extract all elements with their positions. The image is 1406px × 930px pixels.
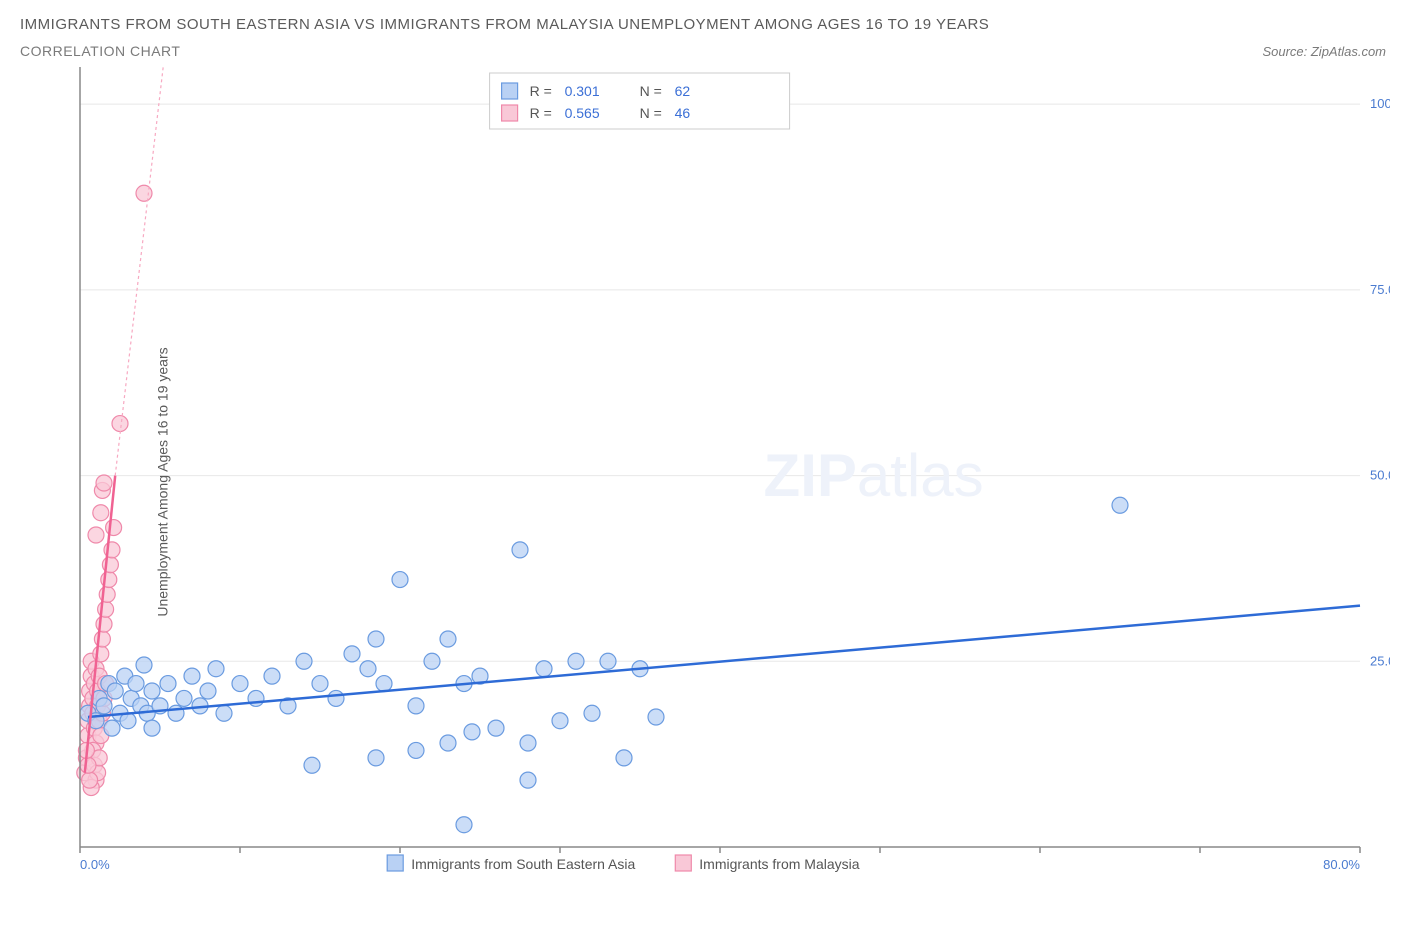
point-malaysia bbox=[82, 772, 98, 788]
point-se-asia bbox=[208, 661, 224, 677]
source-label: Source: ZipAtlas.com bbox=[1262, 44, 1386, 59]
point-se-asia bbox=[128, 676, 144, 692]
point-malaysia bbox=[106, 520, 122, 536]
point-se-asia bbox=[184, 668, 200, 684]
point-se-asia bbox=[248, 690, 264, 706]
point-se-asia bbox=[296, 653, 312, 669]
bottom-legend-swatch bbox=[387, 855, 403, 871]
point-se-asia bbox=[304, 757, 320, 773]
point-se-asia bbox=[536, 661, 552, 677]
x-tick-label: 80.0% bbox=[1323, 857, 1360, 872]
point-se-asia bbox=[456, 817, 472, 833]
point-se-asia bbox=[144, 720, 160, 736]
subtitle-row: CORRELATION CHART Source: ZipAtlas.com bbox=[20, 43, 1386, 59]
bottom-legend-swatch bbox=[675, 855, 691, 871]
legend-swatch bbox=[502, 83, 518, 99]
point-se-asia bbox=[440, 631, 456, 647]
legend-r-value: 0.301 bbox=[565, 83, 600, 99]
point-se-asia bbox=[368, 750, 384, 766]
y-tick-label: 100.0% bbox=[1370, 96, 1390, 111]
legend-n-value: 46 bbox=[675, 105, 691, 121]
point-se-asia bbox=[440, 735, 456, 751]
point-se-asia bbox=[488, 720, 504, 736]
y-axis-label: Unemployment Among Ages 16 to 19 years bbox=[155, 347, 171, 616]
point-se-asia bbox=[232, 676, 248, 692]
point-malaysia bbox=[96, 475, 112, 491]
y-tick-label: 50.0% bbox=[1370, 468, 1390, 483]
point-se-asia bbox=[552, 713, 568, 729]
point-se-asia bbox=[408, 698, 424, 714]
point-se-asia bbox=[1112, 497, 1128, 513]
point-se-asia bbox=[584, 705, 600, 721]
point-se-asia bbox=[144, 683, 160, 699]
legend-r-label: R = bbox=[530, 105, 552, 121]
point-se-asia bbox=[520, 772, 536, 788]
legend-r-label: R = bbox=[530, 83, 552, 99]
point-malaysia bbox=[88, 527, 104, 543]
point-se-asia bbox=[176, 690, 192, 706]
point-se-asia bbox=[392, 572, 408, 588]
legend-n-label: N = bbox=[640, 105, 662, 121]
point-malaysia bbox=[93, 505, 109, 521]
scatter-chart: 25.0% 50.0% 75.0% 100.0% ZIPatlas 0.0% 80.0% R … bbox=[20, 67, 1390, 897]
point-se-asia bbox=[216, 705, 232, 721]
chart-area: Unemployment Among Ages 16 to 19 years 2… bbox=[20, 67, 1386, 897]
point-se-asia bbox=[520, 735, 536, 751]
point-se-asia bbox=[648, 709, 664, 725]
chart-title: IMMIGRANTS FROM SOUTH EASTERN ASIA VS IM… bbox=[20, 16, 1386, 33]
point-se-asia bbox=[96, 698, 112, 714]
point-se-asia bbox=[344, 646, 360, 662]
point-se-asia bbox=[464, 724, 480, 740]
point-se-asia bbox=[360, 661, 376, 677]
legend-n-label: N = bbox=[640, 83, 662, 99]
legend-r-value: 0.565 bbox=[565, 105, 600, 121]
point-se-asia bbox=[512, 542, 528, 558]
point-se-asia bbox=[368, 631, 384, 647]
watermark: ZIPatlas bbox=[764, 442, 984, 509]
point-se-asia bbox=[200, 683, 216, 699]
point-se-asia bbox=[312, 676, 328, 692]
point-se-asia bbox=[107, 683, 123, 699]
point-se-asia bbox=[160, 676, 176, 692]
x-tick-label: 0.0% bbox=[80, 857, 110, 872]
bottom-legend-label: Immigrants from Malaysia bbox=[699, 856, 859, 872]
point-se-asia bbox=[264, 668, 280, 684]
y-tick-label: 75.0% bbox=[1370, 282, 1390, 297]
point-se-asia bbox=[408, 742, 424, 758]
point-se-asia bbox=[376, 676, 392, 692]
chart-subtitle: CORRELATION CHART bbox=[20, 43, 180, 59]
bottom-legend-label: Immigrants from South Eastern Asia bbox=[411, 856, 635, 872]
legend-swatch bbox=[502, 105, 518, 121]
point-se-asia bbox=[600, 653, 616, 669]
y-tick-label: 25.0% bbox=[1370, 653, 1390, 668]
legend-n-value: 62 bbox=[675, 83, 691, 99]
point-se-asia bbox=[104, 720, 120, 736]
point-se-asia bbox=[136, 657, 152, 673]
point-malaysia bbox=[112, 416, 128, 432]
point-malaysia bbox=[80, 757, 96, 773]
point-se-asia bbox=[328, 690, 344, 706]
point-se-asia bbox=[424, 653, 440, 669]
point-se-asia bbox=[616, 750, 632, 766]
point-se-asia bbox=[568, 653, 584, 669]
